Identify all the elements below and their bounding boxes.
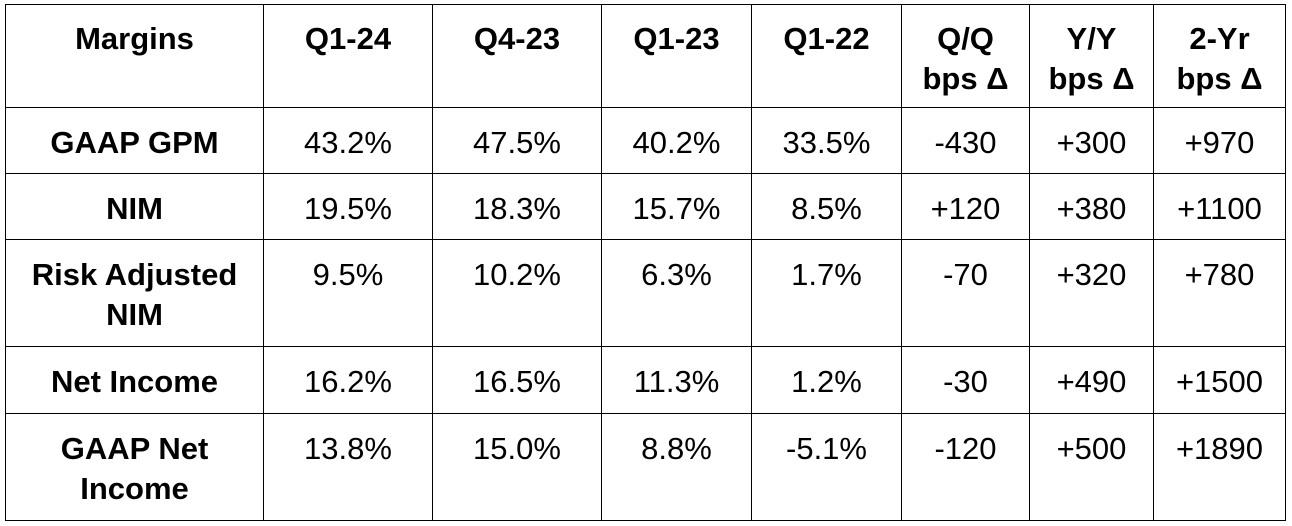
header-text: bps Δ [1176, 61, 1263, 96]
table-row-gaap-net-income: GAAP Net Income 13.8% 15.0% 8.8% -5.1% -1… [5, 413, 1286, 521]
table-cell: -30 [901, 346, 1030, 414]
header-text: Q1-22 [783, 21, 870, 56]
header-yy-bps: Y/Y bps Δ [1029, 4, 1154, 108]
table-cell: 16.2% [263, 346, 433, 414]
header-2yr-bps: 2-Yr bps Δ [1153, 4, 1286, 108]
table-row-net-income: Net Income 16.2% 16.5% 11.3% 1.2% -30 +4… [5, 346, 1286, 414]
row-label-text: NIM [106, 191, 163, 226]
table-cell: -430 [901, 107, 1030, 174]
header-q1-24: Q1-24 [263, 4, 433, 108]
header-text: 2-Yr [1189, 21, 1250, 56]
header-text: Q4-23 [473, 21, 561, 56]
table-cell: +490 [1029, 346, 1154, 414]
header-qq-bps: Q/Q bps Δ [901, 4, 1030, 108]
table-cell: 13.8% [263, 413, 433, 521]
table-cell: 8.5% [751, 173, 902, 240]
table-cell: +120 [901, 173, 1030, 240]
table-cell: +380 [1029, 173, 1154, 240]
header-text: Q1-24 [304, 21, 392, 56]
header-text: Margins [75, 21, 194, 56]
table-cell: 9.5% [263, 239, 433, 347]
table-cell: +970 [1153, 107, 1286, 174]
table-cell: 16.5% [432, 346, 602, 414]
row-label: NIM [5, 173, 264, 240]
table-cell: +1100 [1153, 173, 1286, 240]
table-cell: +780 [1153, 239, 1286, 347]
table-cell: 40.2% [601, 107, 752, 174]
table-cell: 1.2% [751, 346, 902, 414]
table-cell: -5.1% [751, 413, 902, 521]
row-label-text: NIM [106, 297, 163, 332]
table-cell: 10.2% [432, 239, 602, 347]
row-label: Net Income [5, 346, 264, 414]
table-cell: +320 [1029, 239, 1154, 347]
table-cell: 8.8% [601, 413, 752, 521]
header-text: Q/Q [937, 21, 994, 56]
table-cell: 43.2% [263, 107, 433, 174]
table-cell: 1.7% [751, 239, 902, 347]
row-label: GAAP Net Income [5, 413, 264, 521]
table-cell: 47.5% [432, 107, 602, 174]
table-cell: 33.5% [751, 107, 902, 174]
row-label-text: Net Income [50, 364, 219, 399]
header-text: Q1-23 [633, 21, 720, 56]
header-margins: Margins [5, 4, 264, 108]
table-row-risk-adjusted-nim: Risk Adjusted NIM 9.5% 10.2% 6.3% 1.7% -7… [5, 239, 1286, 347]
row-label-text: GAAP GPM [50, 125, 219, 160]
table-row-gaap-gpm: GAAP GPM 43.2% 47.5% 40.2% 33.5% -430 +3… [5, 107, 1286, 174]
header-text: Y/Y [1066, 21, 1117, 56]
row-label: GAAP GPM [5, 107, 264, 174]
table-cell: 6.3% [601, 239, 752, 347]
header-row: Margins Q1-24 Q4-23 Q1-23 Q1-22 Q/Q bps Δ… [5, 4, 1286, 108]
row-label-text: Risk Adjusted [31, 257, 238, 292]
table-cell: 18.3% [432, 173, 602, 240]
margins-table: Margins Q1-24 Q4-23 Q1-23 Q1-22 Q/Q bps Δ… [5, 4, 1286, 521]
header-q4-23: Q4-23 [432, 4, 602, 108]
table-cell: -120 [901, 413, 1030, 521]
header-text: bps Δ [922, 61, 1009, 96]
table-cell: 11.3% [601, 346, 752, 414]
table-cell: 15.0% [432, 413, 602, 521]
table-cell: 15.7% [601, 173, 752, 240]
table-row-nim: NIM 19.5% 18.3% 15.7% 8.5% +120 +380 +11… [5, 173, 1286, 240]
table-cell: -70 [901, 239, 1030, 347]
table-cell: 19.5% [263, 173, 433, 240]
row-label: Risk Adjusted NIM [5, 239, 264, 347]
table-cell: +1500 [1153, 346, 1286, 414]
row-label-text: GAAP Net [60, 431, 209, 466]
table-cell: +1890 [1153, 413, 1286, 521]
row-label-text: Income [80, 471, 189, 506]
table-cell: +300 [1029, 107, 1154, 174]
table-cell: +500 [1029, 413, 1154, 521]
header-q1-22: Q1-22 [751, 4, 902, 108]
header-q1-23: Q1-23 [601, 4, 752, 108]
header-text: bps Δ [1048, 61, 1135, 96]
